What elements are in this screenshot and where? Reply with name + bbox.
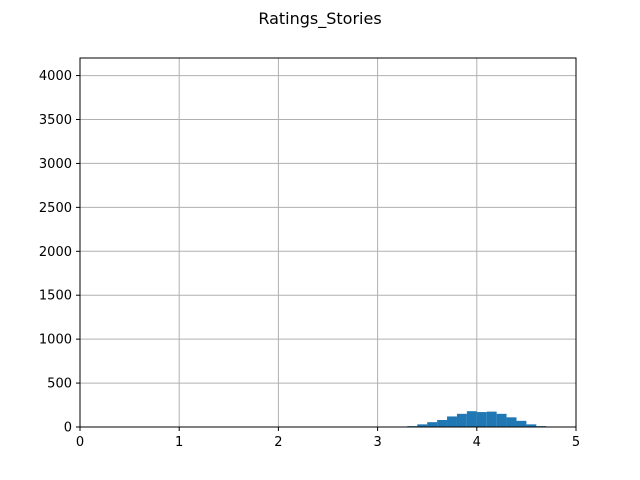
y-tick-label-0: 0 bbox=[64, 421, 72, 436]
x-tick-label-3: 3 bbox=[373, 435, 381, 450]
bars-layer bbox=[397, 411, 557, 427]
y-tick-label-2: 1000 bbox=[39, 333, 72, 348]
histogram-bar-14 bbox=[516, 420, 527, 427]
x-tick-label-0: 0 bbox=[76, 435, 84, 450]
histogram-bar-9 bbox=[466, 411, 477, 427]
y-tick-label-3: 1500 bbox=[39, 289, 72, 304]
histogram-bar-8 bbox=[456, 413, 467, 427]
y-tick-label-1: 500 bbox=[47, 377, 72, 392]
y-tick-label-4: 2000 bbox=[39, 245, 72, 260]
histogram-bar-10 bbox=[476, 412, 487, 427]
grid-layer bbox=[79, 58, 577, 428]
x-tick-label-4: 4 bbox=[473, 435, 481, 450]
histogram-bar-6 bbox=[437, 419, 448, 427]
plot-frame bbox=[79, 57, 577, 428]
histogram-bar-12 bbox=[496, 413, 507, 427]
x-tick-label-2: 2 bbox=[274, 435, 282, 450]
y-tick-label-6: 3000 bbox=[39, 157, 72, 172]
histogram-bar-4 bbox=[417, 424, 428, 427]
y-tick-label-8: 4000 bbox=[39, 69, 72, 84]
histogram-bar-15 bbox=[526, 424, 537, 427]
y-tick-label-7: 3500 bbox=[39, 113, 72, 128]
x-tick-label-5: 5 bbox=[572, 435, 580, 450]
histogram-bar-13 bbox=[506, 417, 517, 427]
ticks-layer: 0 1 2 3 4 5 0 500 1000 1500 2000 2500 3000 3500 4000 bbox=[39, 69, 580, 450]
histogram-bar-7 bbox=[447, 416, 457, 427]
y-tick-label-5: 2500 bbox=[39, 201, 72, 216]
histogram-bar-5 bbox=[427, 422, 438, 427]
histogram-bar-11 bbox=[486, 411, 497, 427]
x-tick-label-1: 1 bbox=[175, 435, 183, 450]
chart-title: Ratings_Stories bbox=[258, 9, 381, 29]
